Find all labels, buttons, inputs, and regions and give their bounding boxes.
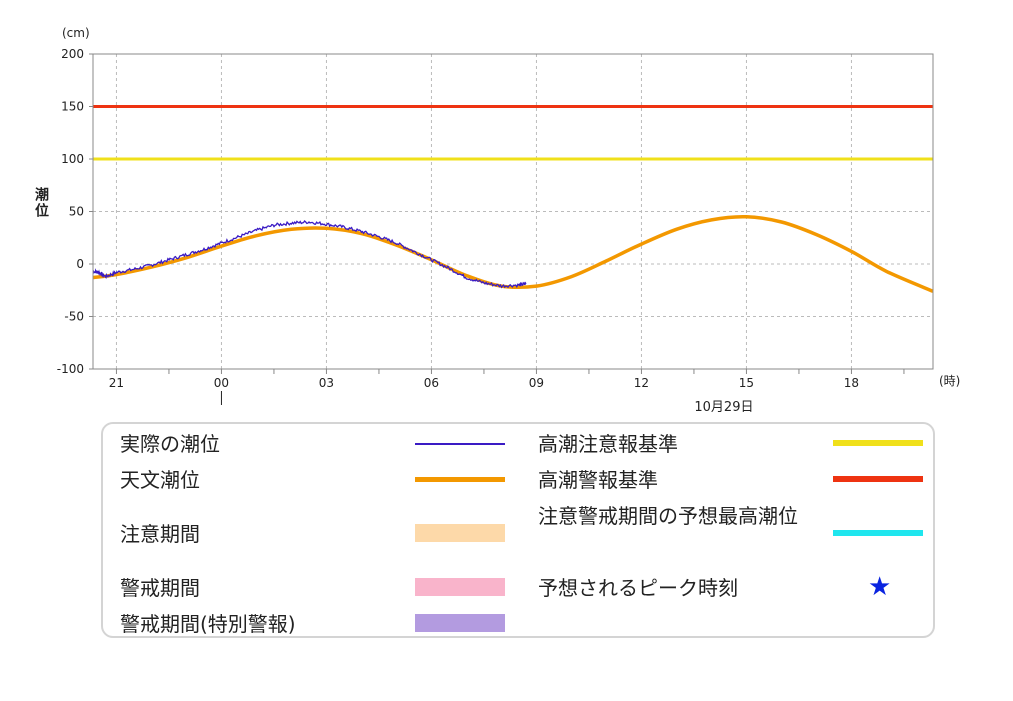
legend-label-actual-tide: 実際の潮位	[120, 432, 220, 456]
y-tick-label: 50	[69, 205, 84, 219]
legend-label-warning-period: 警戒期間	[120, 576, 200, 600]
x-tick-label: 09	[529, 376, 544, 390]
date-label: 10月29日	[694, 400, 753, 415]
y-tick-label: 100	[61, 152, 84, 166]
legend-label-peak-time: 予想されるピーク時刻	[538, 576, 738, 600]
y-axis-title: 潮位	[33, 186, 49, 219]
x-tick-label: 18	[844, 376, 859, 390]
y-tick-label: -50	[64, 310, 84, 324]
legend-label-storm-surge-warning: 高潮警報基準	[538, 468, 658, 492]
legend-swatch-storm-surge-advisory	[833, 440, 923, 446]
series-lines	[92, 214, 934, 293]
x-tick-label: 21	[109, 376, 124, 390]
legend-swatch-actual-tide	[415, 443, 505, 445]
y-tick-label: 200	[61, 47, 84, 61]
y-tick-label: 150	[61, 100, 84, 114]
x-tick-label: 12	[634, 376, 649, 390]
x-tick-labels: 21 00 03 06 09 12 15 18	[109, 369, 905, 390]
y-unit-label: (cm)	[62, 26, 90, 40]
series-line-actual-tide	[92, 220, 527, 289]
x-tick-label: 06	[424, 376, 439, 390]
legend-swatch-storm-surge-warning	[833, 476, 923, 482]
reference-lines	[93, 105, 933, 161]
legend-label-forecast-max-tide: 注意警戒期間の予想最高潮位	[538, 504, 798, 528]
legend-swatch-forecast-max-tide	[833, 530, 923, 536]
y-tick-label: 0	[76, 257, 84, 271]
legend-label-astronomical-tide: 天文潮位	[120, 468, 200, 492]
star-icon: ★	[868, 572, 892, 602]
x-tick-label: 15	[739, 376, 754, 390]
legend-label-storm-surge-advisory: 高潮注意報基準	[538, 432, 678, 456]
x-tick-label: 00	[214, 376, 229, 390]
legend-label-caution-period: 注意期間	[120, 522, 200, 546]
legend-swatch-special-warning-period	[415, 614, 505, 632]
y-tick-label: -100	[57, 362, 84, 376]
y-tick-labels: 200 150 100 50 0 -50 -100	[57, 47, 93, 376]
legend-box: 実際の潮位 天文潮位 注意期間 警戒期間 警戒期間(特別警報) 高潮注意報基準 …	[101, 422, 935, 638]
legend-swatch-caution-period	[415, 524, 505, 542]
x-unit-label: (時)	[939, 374, 960, 388]
legend-swatch-warning-period	[415, 578, 505, 596]
legend-swatch-astronomical-tide	[415, 477, 505, 482]
legend-label-special-warning-period: 警戒期間(特別警報)	[120, 612, 296, 636]
x-tick-label: 03	[319, 376, 334, 390]
tide-chart: 200 150 100 50 0 -50 -100 21 00 03 06 09 12 15 18 (cm…	[33, 26, 960, 415]
